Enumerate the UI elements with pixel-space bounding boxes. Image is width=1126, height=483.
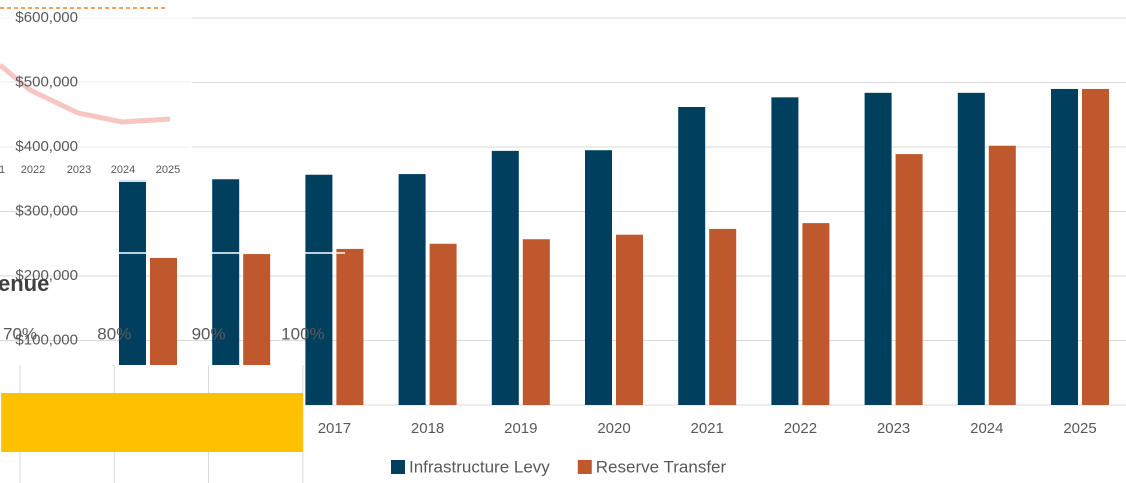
bar: [864, 92, 892, 405]
fragment-x-tick-label: 70%: [3, 324, 37, 343]
x-tick-label: 2023: [877, 420, 910, 437]
bar: [429, 243, 457, 405]
bar: [771, 97, 799, 406]
x-tick-label: 2024: [970, 420, 1003, 437]
bar: [895, 154, 923, 405]
bar: [616, 234, 643, 405]
x-tick-label: 2025: [1063, 420, 1096, 437]
x-tick-label: 2022: [784, 420, 817, 437]
hbar-fragment: [0, 365, 305, 483]
bar: [491, 150, 519, 405]
bar: [522, 239, 550, 405]
y-tick-label: $400,000: [15, 138, 78, 155]
legend-label: Infrastructure Levy: [409, 457, 550, 476]
bar: [1082, 88, 1109, 405]
bar: [336, 248, 364, 405]
y-tick-label: $200,000: [15, 267, 78, 284]
legend-swatch: [391, 460, 405, 474]
inset-x-tick-label: 2023: [67, 164, 91, 176]
inset-x-tick-label: 2022: [21, 164, 45, 176]
x-tick-label: 2019: [504, 420, 537, 437]
bar: [1051, 88, 1078, 405]
y-tick-label: $500,000: [15, 73, 78, 90]
bar: [305, 174, 333, 405]
bar: [957, 92, 985, 405]
fragment-x-tick-label: 80%: [97, 324, 131, 343]
x-tick-label: 2018: [411, 420, 444, 437]
x-tick-label: 2020: [597, 420, 630, 437]
bar: [802, 223, 830, 405]
y-tick-label: $100,000: [15, 331, 78, 348]
bar: [678, 107, 706, 405]
bar: [585, 150, 612, 405]
fragment-bar: [1, 393, 303, 452]
y-tick-label: $600,000: [15, 9, 78, 26]
inset-x-tick-label: 2025: [156, 164, 180, 176]
fragment-x-tick-label: 100%: [281, 324, 324, 343]
axis-labels: $100,000 $200,000 $300,000 $400,000 $500,000…: [0, 9, 345, 348]
bar: [988, 145, 1016, 405]
inset-x-tick-label: 2024: [111, 164, 135, 176]
y-tick-label: $300,000: [15, 202, 78, 219]
x-tick-label: 2021: [691, 420, 724, 437]
bar: [709, 228, 737, 405]
legend-label: Reserve Transfer: [596, 457, 727, 476]
inset-x-tick-label: 1: [0, 164, 5, 176]
x-tick-label: 2017: [318, 420, 351, 437]
fragment-title: enue: [0, 271, 49, 296]
legend-swatch: [577, 460, 592, 474]
fragment-x-tick-label: 90%: [192, 324, 226, 343]
inset-chart: 1 2022 2023 2024 2025: [0, 0, 192, 182]
bar: [398, 174, 426, 405]
